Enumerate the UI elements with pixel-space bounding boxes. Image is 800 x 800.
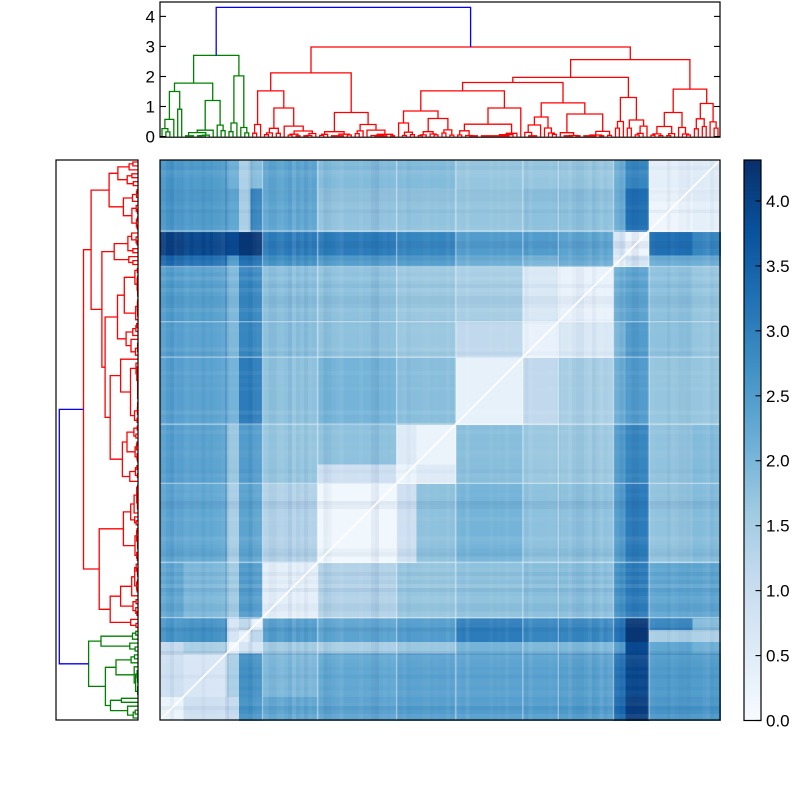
svg-text:1.5: 1.5 [766, 517, 790, 536]
svg-text:2: 2 [146, 68, 155, 87]
svg-text:0: 0 [146, 128, 155, 147]
svg-text:3.0: 3.0 [766, 322, 790, 341]
svg-text:3: 3 [146, 37, 155, 56]
svg-text:1: 1 [146, 98, 155, 117]
svg-text:4: 4 [146, 7, 155, 26]
svg-text:2.0: 2.0 [766, 452, 790, 471]
svg-text:2.5: 2.5 [766, 387, 790, 406]
svg-text:1.0: 1.0 [766, 582, 790, 601]
svg-text:0.0: 0.0 [766, 712, 790, 731]
svg-text:4.0: 4.0 [766, 192, 790, 211]
svg-text:3.5: 3.5 [766, 257, 790, 276]
svg-text:0.5: 0.5 [766, 647, 790, 666]
